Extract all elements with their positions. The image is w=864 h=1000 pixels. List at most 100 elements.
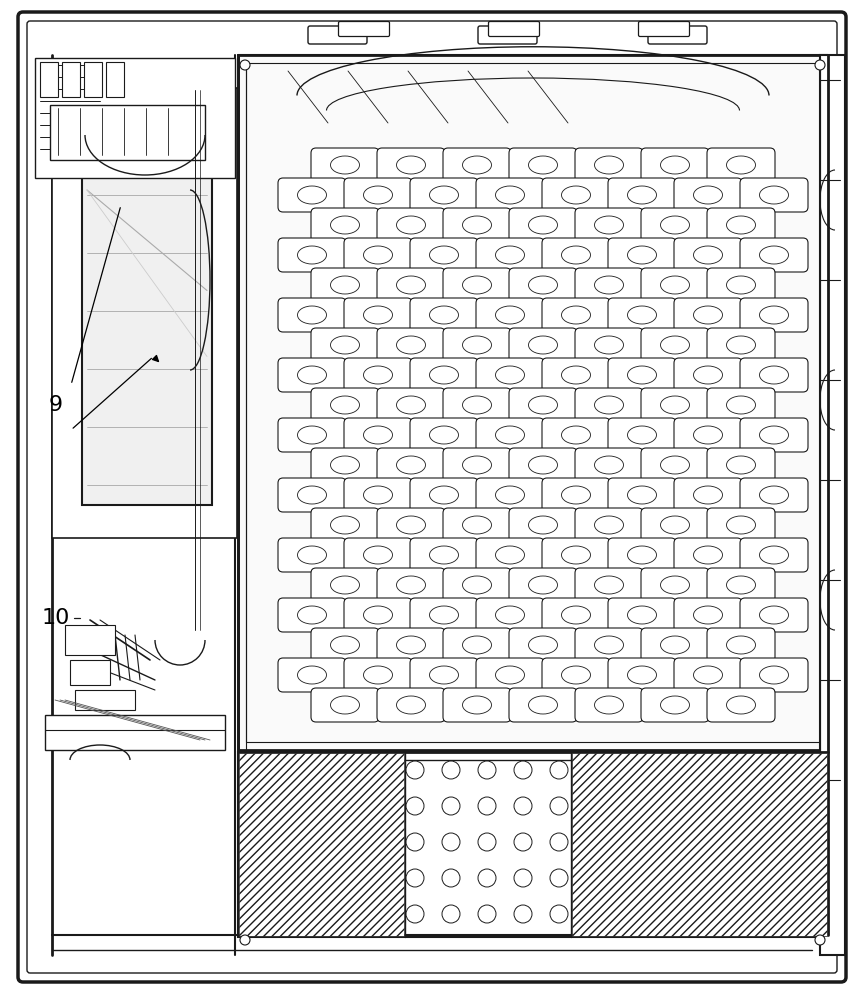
FancyBboxPatch shape: [740, 358, 808, 392]
Ellipse shape: [331, 696, 359, 714]
FancyBboxPatch shape: [509, 508, 577, 542]
Circle shape: [550, 869, 568, 887]
Ellipse shape: [594, 276, 624, 294]
FancyBboxPatch shape: [542, 418, 610, 452]
Ellipse shape: [562, 666, 590, 684]
FancyBboxPatch shape: [311, 388, 379, 422]
Circle shape: [240, 935, 250, 945]
Ellipse shape: [660, 216, 689, 234]
FancyBboxPatch shape: [638, 21, 689, 36]
FancyBboxPatch shape: [608, 418, 676, 452]
Ellipse shape: [331, 516, 359, 534]
Ellipse shape: [727, 336, 755, 354]
Ellipse shape: [660, 516, 689, 534]
FancyBboxPatch shape: [674, 658, 742, 692]
Ellipse shape: [397, 696, 425, 714]
FancyBboxPatch shape: [740, 538, 808, 572]
FancyBboxPatch shape: [641, 148, 709, 182]
FancyBboxPatch shape: [278, 358, 346, 392]
Ellipse shape: [594, 576, 624, 594]
FancyBboxPatch shape: [344, 598, 412, 632]
Bar: [75, 690, 135, 710]
Ellipse shape: [397, 396, 425, 414]
Ellipse shape: [429, 186, 459, 204]
Ellipse shape: [627, 486, 657, 504]
Ellipse shape: [660, 696, 689, 714]
Ellipse shape: [627, 306, 657, 324]
Ellipse shape: [462, 396, 492, 414]
FancyBboxPatch shape: [674, 598, 742, 632]
FancyBboxPatch shape: [674, 478, 742, 512]
FancyBboxPatch shape: [311, 628, 379, 662]
Ellipse shape: [627, 606, 657, 624]
FancyBboxPatch shape: [608, 358, 676, 392]
Ellipse shape: [694, 606, 722, 624]
Ellipse shape: [759, 306, 789, 324]
FancyBboxPatch shape: [278, 478, 346, 512]
FancyBboxPatch shape: [476, 418, 544, 452]
Ellipse shape: [495, 246, 524, 264]
Circle shape: [442, 761, 460, 779]
Ellipse shape: [562, 246, 590, 264]
FancyBboxPatch shape: [476, 238, 544, 272]
Circle shape: [514, 905, 532, 923]
Ellipse shape: [727, 576, 755, 594]
Circle shape: [442, 797, 460, 815]
FancyBboxPatch shape: [542, 178, 610, 212]
FancyBboxPatch shape: [608, 178, 676, 212]
FancyBboxPatch shape: [311, 508, 379, 542]
Ellipse shape: [364, 306, 392, 324]
Ellipse shape: [495, 486, 524, 504]
Ellipse shape: [529, 576, 557, 594]
Ellipse shape: [627, 426, 657, 444]
FancyBboxPatch shape: [707, 268, 775, 302]
Bar: [65, 625, 115, 655]
FancyBboxPatch shape: [476, 598, 544, 632]
Circle shape: [478, 797, 496, 815]
FancyBboxPatch shape: [476, 298, 544, 332]
Ellipse shape: [462, 696, 492, 714]
Ellipse shape: [627, 246, 657, 264]
FancyBboxPatch shape: [278, 418, 346, 452]
Ellipse shape: [660, 456, 689, 474]
Ellipse shape: [397, 216, 425, 234]
Ellipse shape: [331, 156, 359, 174]
FancyBboxPatch shape: [509, 208, 577, 242]
Ellipse shape: [529, 516, 557, 534]
Circle shape: [240, 60, 250, 70]
Ellipse shape: [331, 396, 359, 414]
Ellipse shape: [462, 576, 492, 594]
Ellipse shape: [694, 246, 722, 264]
Ellipse shape: [694, 366, 722, 384]
Ellipse shape: [397, 456, 425, 474]
FancyBboxPatch shape: [707, 388, 775, 422]
Ellipse shape: [495, 366, 524, 384]
Ellipse shape: [562, 606, 590, 624]
Ellipse shape: [759, 546, 789, 564]
FancyBboxPatch shape: [740, 658, 808, 692]
Circle shape: [815, 935, 825, 945]
FancyBboxPatch shape: [509, 328, 577, 362]
Ellipse shape: [495, 186, 524, 204]
Ellipse shape: [529, 396, 557, 414]
FancyBboxPatch shape: [707, 568, 775, 602]
Ellipse shape: [429, 606, 459, 624]
Ellipse shape: [562, 366, 590, 384]
FancyBboxPatch shape: [509, 148, 577, 182]
FancyBboxPatch shape: [707, 628, 775, 662]
FancyBboxPatch shape: [509, 688, 577, 722]
FancyBboxPatch shape: [311, 268, 379, 302]
Ellipse shape: [759, 426, 789, 444]
Circle shape: [550, 905, 568, 923]
Circle shape: [478, 869, 496, 887]
FancyBboxPatch shape: [311, 688, 379, 722]
Ellipse shape: [694, 666, 722, 684]
Ellipse shape: [660, 636, 689, 654]
Ellipse shape: [364, 666, 392, 684]
Bar: [40, 62, 58, 97]
FancyBboxPatch shape: [311, 148, 379, 182]
FancyBboxPatch shape: [311, 568, 379, 602]
FancyBboxPatch shape: [308, 26, 367, 44]
Ellipse shape: [297, 366, 327, 384]
FancyBboxPatch shape: [443, 568, 511, 602]
